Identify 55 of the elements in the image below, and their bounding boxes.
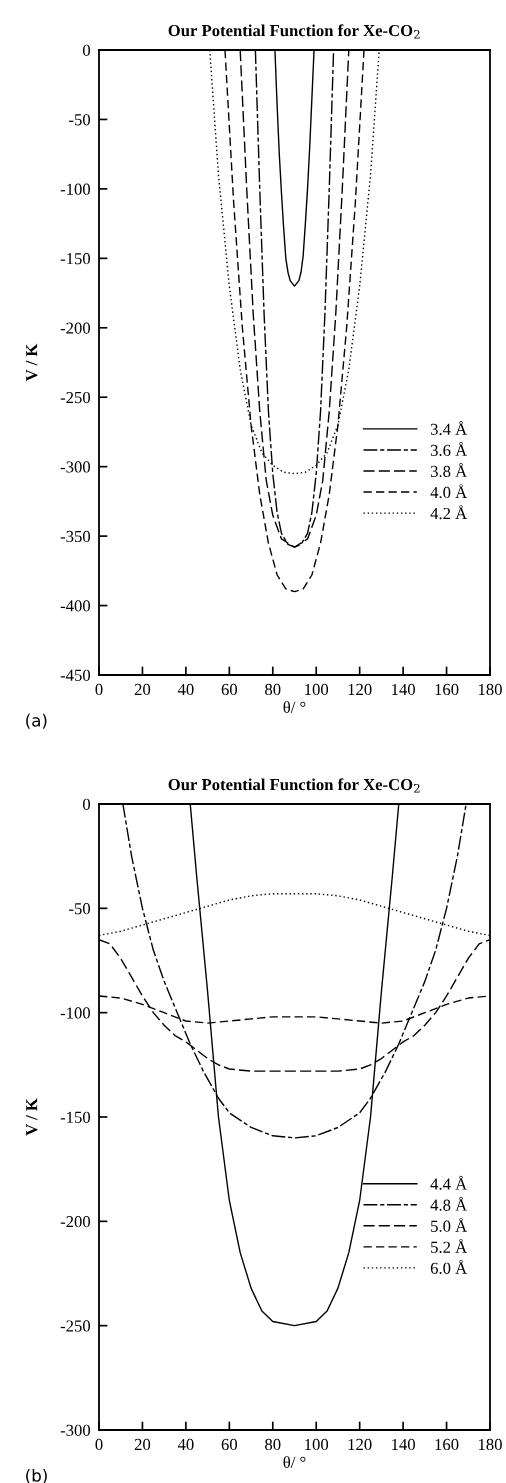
legend-label: 6.0 Å: [430, 1260, 468, 1274]
x-tick-label: 60: [221, 1438, 238, 1451]
x-tick-label: 180: [478, 1438, 502, 1451]
x-tick-label: 40: [177, 1438, 194, 1451]
y-tick-label: -100: [60, 1007, 91, 1019]
x-tick-label: 140: [392, 683, 415, 696]
x-tick-label: 140: [392, 1438, 415, 1451]
chart-title: Our Potential Function for Xe-CO$_{2}$: [168, 24, 420, 39]
legend-label: 5.2 Å: [431, 1238, 468, 1253]
x-axis-title: θ/ °: [283, 1456, 306, 1468]
y-tick-label: -150: [60, 1111, 91, 1123]
legend-label: 4.2 Å: [430, 505, 468, 520]
y-tick-label: -50: [69, 114, 91, 126]
x-axis-title: θ/ °: [283, 701, 306, 713]
y-tick-label: -450: [60, 669, 91, 681]
y-axis-title: V / K: [26, 1098, 38, 1136]
x-tick-label: 100: [305, 683, 329, 696]
y-tick-label: -350: [60, 530, 91, 543]
legend-label: 3.4 Å: [430, 421, 468, 435]
y-axis-title: V / K: [26, 343, 38, 382]
y-tick-label: -200: [60, 1216, 91, 1228]
x-tick-label: 160: [435, 683, 459, 696]
legend-label: 3.6 Å: [430, 442, 468, 457]
legend-label: 3.8 Å: [430, 463, 468, 478]
x-tick-label: 60: [221, 683, 238, 696]
y-tick-label: 0: [82, 798, 91, 810]
x-tick-label: 0: [95, 1438, 103, 1451]
y-tick-label: -50: [69, 903, 91, 915]
y-tick-label: -250: [60, 391, 91, 404]
y-tick-label: -300: [60, 1424, 91, 1436]
x-tick-label: 180: [478, 683, 502, 696]
x-tick-label: 40: [177, 683, 194, 696]
legend-label: 4.4 Å: [430, 1175, 468, 1190]
legend-label: 5.0 Å: [431, 1217, 468, 1232]
x-tick-label: 100: [305, 1438, 329, 1451]
x-tick-label: 20: [134, 1438, 151, 1451]
y-tick-label: 0: [82, 44, 91, 56]
x-tick-label: 0: [95, 683, 103, 696]
x-tick-label: 160: [435, 1438, 459, 1451]
x-tick-label: 80: [265, 683, 281, 696]
y-tick-label: -150: [60, 253, 91, 265]
x-tick-label: 120: [348, 1438, 372, 1451]
chart-title: Our Potential Function for Xe-CO$_{2}$: [168, 778, 420, 793]
y-tick-label: -300: [60, 461, 91, 473]
x-tick-label: 80: [265, 1438, 281, 1451]
y-tick-label: -200: [60, 322, 91, 334]
x-tick-label: 120: [348, 683, 372, 696]
legend-label: 4.0 Å: [430, 484, 468, 499]
y-tick-label: -100: [60, 183, 91, 195]
legend-label: 4.8 Å: [430, 1196, 468, 1211]
x-tick-label: 20: [134, 683, 151, 696]
y-tick-label: -250: [60, 1320, 91, 1332]
text: (a): [26, 713, 47, 729]
text: (b): [26, 1468, 47, 1483]
y-tick-label: -400: [60, 600, 91, 612]
